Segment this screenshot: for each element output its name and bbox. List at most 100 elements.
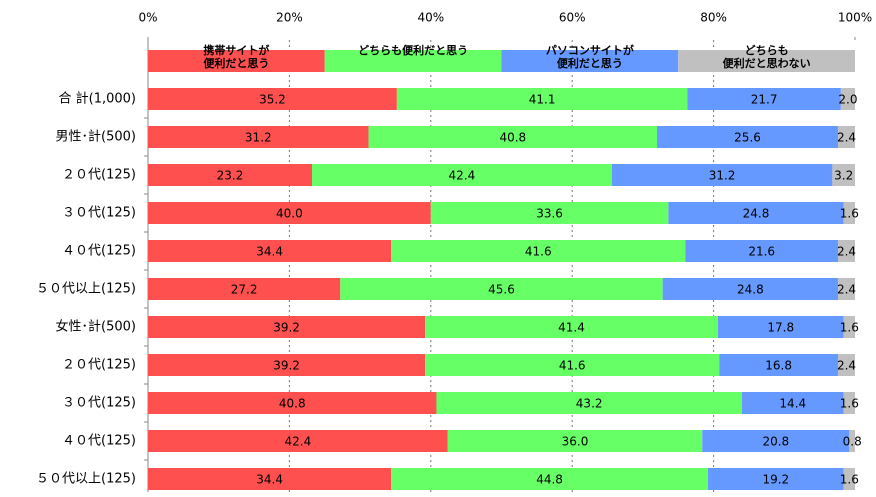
bar-segment — [391, 240, 686, 262]
value-label: 25.6 — [734, 131, 761, 145]
value-label: 2.4 — [837, 283, 856, 297]
value-label: 42.4 — [285, 435, 312, 449]
value-label: 24.8 — [737, 283, 764, 297]
value-label: 2.4 — [837, 359, 856, 373]
bar-segment — [838, 240, 855, 262]
bar-segment — [838, 278, 855, 300]
value-label: 34.4 — [256, 473, 283, 487]
bar-segment — [148, 354, 426, 376]
value-label: 2.0 — [838, 93, 857, 107]
bar-segment — [396, 88, 688, 110]
value-label: 41.6 — [559, 359, 586, 373]
value-label: 16.8 — [765, 359, 792, 373]
bar-segment — [662, 278, 839, 300]
category-label: ４０代(125) — [62, 434, 136, 449]
value-label: 33.6 — [536, 207, 563, 221]
value-label: 2.4 — [837, 245, 856, 259]
value-label: 1.6 — [840, 397, 859, 411]
bar-segment — [148, 240, 392, 262]
value-label: 39.2 — [273, 359, 300, 373]
bar-segment — [447, 430, 703, 452]
bar-segment — [717, 316, 844, 338]
bar-segment — [148, 392, 437, 414]
value-label: 23.2 — [217, 169, 244, 183]
x-tick-label: 60% — [559, 11, 586, 25]
legend-label: 携帯サイトが 便利だと思う — [203, 44, 270, 70]
category-label: 男性･計(500) — [56, 129, 136, 145]
bar-segment — [148, 430, 448, 452]
bar-segment — [148, 278, 341, 300]
bar-segment — [148, 88, 397, 110]
bar-segment — [148, 468, 392, 490]
bar-segment — [148, 316, 426, 338]
value-label: 21.7 — [751, 93, 778, 107]
value-label: 36.0 — [562, 435, 589, 449]
value-label: 41.1 — [529, 93, 556, 107]
value-label: 41.6 — [525, 245, 552, 259]
category-label: ４０代(125) — [62, 244, 136, 259]
legend-swatch — [501, 50, 679, 72]
bar-segment — [425, 354, 720, 376]
value-label: 3.2 — [834, 169, 853, 183]
bar-segment — [702, 430, 850, 452]
category-label: ２０代(125) — [62, 358, 136, 373]
bar-segment — [430, 202, 669, 224]
value-label: 19.2 — [762, 473, 789, 487]
legend-label: パソコンサイトが 便利だと思う — [545, 44, 634, 70]
value-label: 1.6 — [840, 473, 859, 487]
category-label: 合 計(1,000) — [59, 91, 137, 107]
category-label: ５０代以上(125) — [36, 472, 136, 487]
category-label: ５０代以上(125) — [36, 282, 136, 297]
bar-segment — [611, 164, 833, 186]
x-tick-label: 80% — [700, 11, 727, 25]
bar-segment — [391, 468, 708, 490]
legend-label: どちらも 便利だと思わない — [722, 44, 811, 70]
value-label: 41.4 — [558, 321, 585, 335]
category-label: ３０代(125) — [62, 206, 136, 221]
bar-segment — [436, 392, 742, 414]
x-tick-label: 100% — [838, 11, 872, 25]
value-label: 14.4 — [779, 397, 806, 411]
value-label: 44.8 — [536, 473, 563, 487]
value-label: 42.4 — [449, 169, 476, 183]
bar-segment — [707, 468, 844, 490]
bar-segment — [340, 278, 663, 300]
value-label: 2.4 — [837, 131, 856, 145]
x-tick-label: 20% — [276, 11, 303, 25]
bar-segment — [843, 392, 855, 414]
value-label: 1.6 — [840, 321, 859, 335]
bar-segment — [838, 354, 855, 376]
category-label: ３０代(125) — [62, 396, 136, 411]
bar-segment — [832, 164, 855, 186]
bar-segment — [368, 126, 658, 148]
bar-segment — [849, 430, 855, 452]
bar-segment — [425, 316, 718, 338]
value-label: 40.0 — [276, 207, 303, 221]
value-label: 31.2 — [709, 169, 736, 183]
x-tick-label: 40% — [417, 11, 444, 25]
x-tick-label: 0% — [138, 11, 157, 25]
legend-swatch — [324, 50, 502, 72]
value-label: 21.6 — [748, 245, 775, 259]
bar-segment — [657, 126, 839, 148]
value-label: 27.2 — [231, 283, 258, 297]
value-label: 43.2 — [576, 397, 603, 411]
value-label: 40.8 — [499, 131, 526, 145]
bar-segment — [685, 240, 839, 262]
bar-segment — [843, 316, 855, 338]
value-label: 20.8 — [762, 435, 789, 449]
bar-segment — [312, 164, 612, 186]
value-label: 35.2 — [259, 93, 286, 107]
bar-segment — [148, 202, 431, 224]
value-label: 40.8 — [279, 397, 306, 411]
legend-label: どちらも便利だと思う — [358, 44, 469, 57]
category-label: 女性･計(500) — [56, 319, 136, 335]
value-label: 45.6 — [488, 283, 515, 297]
value-label: 0.8 — [843, 435, 862, 449]
category-label: ２０代(125) — [62, 168, 136, 183]
bar-segment — [741, 392, 844, 414]
legend-swatch — [148, 50, 325, 72]
value-label: 17.8 — [767, 321, 794, 335]
